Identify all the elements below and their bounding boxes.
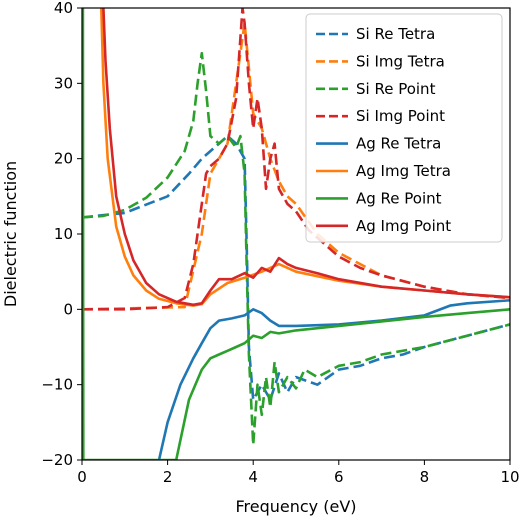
y-axis: −20 −10 0 10 20 30 40 — [41, 0, 82, 469]
x-tick-label: 4 — [248, 468, 258, 486]
legend-label: Si Img Tetra — [356, 52, 445, 70]
x-tick-label: 10 — [500, 468, 519, 486]
x-tick-label: 6 — [334, 468, 344, 486]
series-line-si-re-point — [82, 51, 510, 447]
legend-label: Ag Re Point — [356, 189, 442, 207]
x-axis-title: Frequency (eV) — [235, 497, 356, 516]
x-tick-label: 8 — [420, 468, 430, 486]
series-line-ag-img-point — [102, 8, 510, 307]
y-tick-label: 40 — [54, 0, 73, 17]
x-tick-label: 2 — [163, 468, 173, 486]
legend-box — [305, 13, 503, 243]
legend-label: Si Re Tetra — [356, 25, 435, 43]
y-tick-label: 0 — [63, 300, 73, 318]
x-tick-label: 0 — [77, 468, 87, 486]
series-layer — [82, 8, 510, 460]
series-line-ag-re-point — [82, 8, 510, 460]
series-line-si-img-point — [82, 8, 510, 311]
legend-label: Ag Img Tetra — [356, 162, 451, 180]
legend-label: Ag Re Tetra — [356, 135, 441, 153]
y-tick-label: −20 — [41, 451, 73, 469]
legend-label: Si Re Point — [356, 80, 436, 98]
legend: Si Re Tetra Si Img Tetra Si Re Point Si Img… — [305, 13, 503, 243]
y-axis-title: Dielectric function — [1, 161, 20, 307]
y-tick-label: −10 — [41, 376, 73, 394]
legend-label: Si Img Point — [356, 107, 445, 125]
y-tick-label: 10 — [54, 225, 73, 243]
legend-label: Ag Img Point — [356, 217, 451, 235]
x-axis: 0 2 4 6 8 10 — [77, 460, 520, 486]
y-tick-label: 30 — [54, 74, 73, 92]
series-line-ag-re-tetra — [157, 299, 510, 460]
y-tick-label: 20 — [54, 150, 73, 168]
